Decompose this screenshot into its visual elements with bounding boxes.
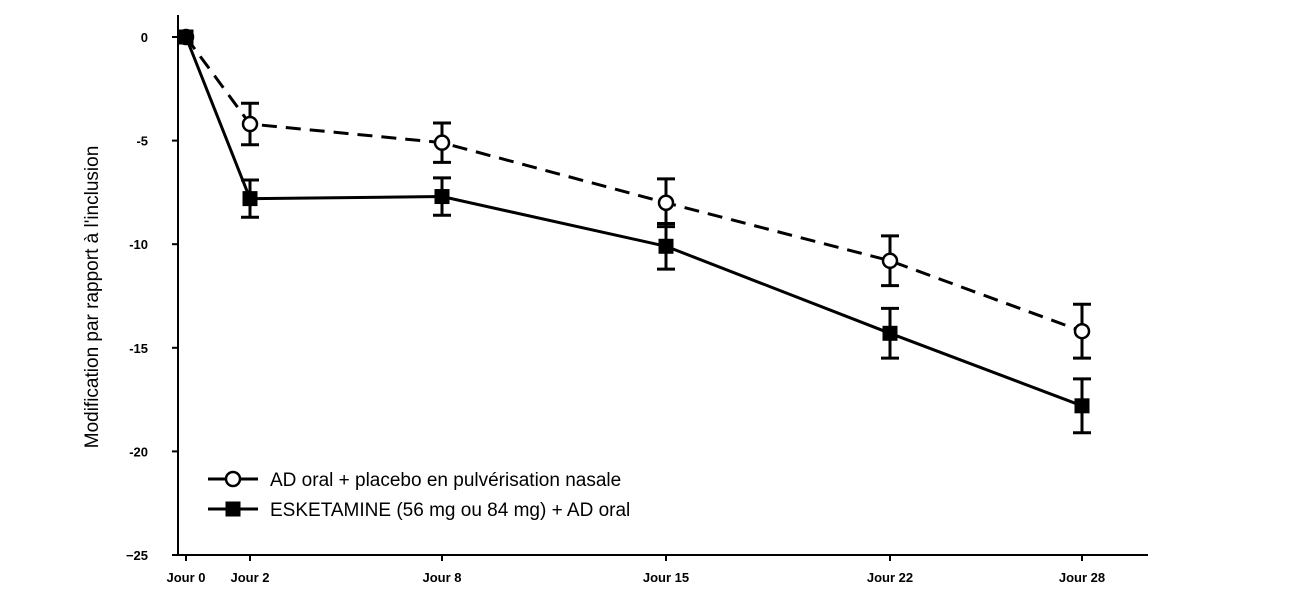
data-point — [657, 194, 675, 212]
y-tick-label: -15 — [129, 341, 148, 356]
y-tick-label: −25 — [126, 548, 148, 563]
y-tick-label: 0 — [141, 30, 148, 45]
data-point — [658, 238, 674, 254]
y-tick-label: -10 — [129, 237, 148, 252]
y-axis-title: Modification par rapport à l'inclusion — [82, 146, 103, 449]
legend-marker — [224, 470, 242, 488]
data-point — [178, 29, 194, 45]
axes — [177, 15, 1148, 556]
x-tick-label: Jour 8 — [422, 570, 461, 585]
data-point — [433, 134, 451, 151]
data-point — [434, 189, 450, 205]
x-tick-label: Jour 0 — [166, 570, 205, 585]
legend-label: ESKETAMINE (56 mg ou 84 mg) + AD oral — [270, 500, 630, 521]
x-ticks: Jour 0 Jour 2 Jour 8 Jour 15 Jour 22 Jour 28 — [166, 555, 1105, 585]
legend-label: AD oral + placebo en pulvérisation nasal… — [270, 470, 621, 491]
y-ticks: 0 -5 -10 -15 -20 −25 — [126, 30, 178, 563]
series-line — [184, 36, 1083, 408]
data-point — [882, 325, 898, 341]
x-tick-label: Jour 22 — [867, 570, 913, 585]
y-tick-label: -5 — [136, 134, 148, 149]
legend-item-2: ESKETAMINE (56 mg ou 84 mg) + AD oral — [208, 500, 630, 521]
x-tick-label: Jour 2 — [230, 570, 269, 585]
series-2 — [178, 29, 1091, 435]
data-point — [242, 191, 258, 207]
data-point — [1073, 322, 1091, 340]
data-point — [881, 252, 899, 270]
series-layer — [177, 28, 1091, 435]
series-line — [184, 36, 1083, 333]
series-1 — [177, 28, 1091, 360]
x-tick-label: Jour 28 — [1059, 570, 1105, 585]
data-point — [241, 115, 259, 133]
y-tick-label: -20 — [129, 444, 148, 459]
legend: AD oral + placebo en pulvérisation nasal… — [208, 470, 630, 521]
x-tick-label: Jour 15 — [643, 570, 689, 585]
data-point — [1074, 398, 1090, 414]
legend-item-1: AD oral + placebo en pulvérisation nasal… — [208, 470, 621, 491]
legend-marker — [225, 501, 241, 517]
